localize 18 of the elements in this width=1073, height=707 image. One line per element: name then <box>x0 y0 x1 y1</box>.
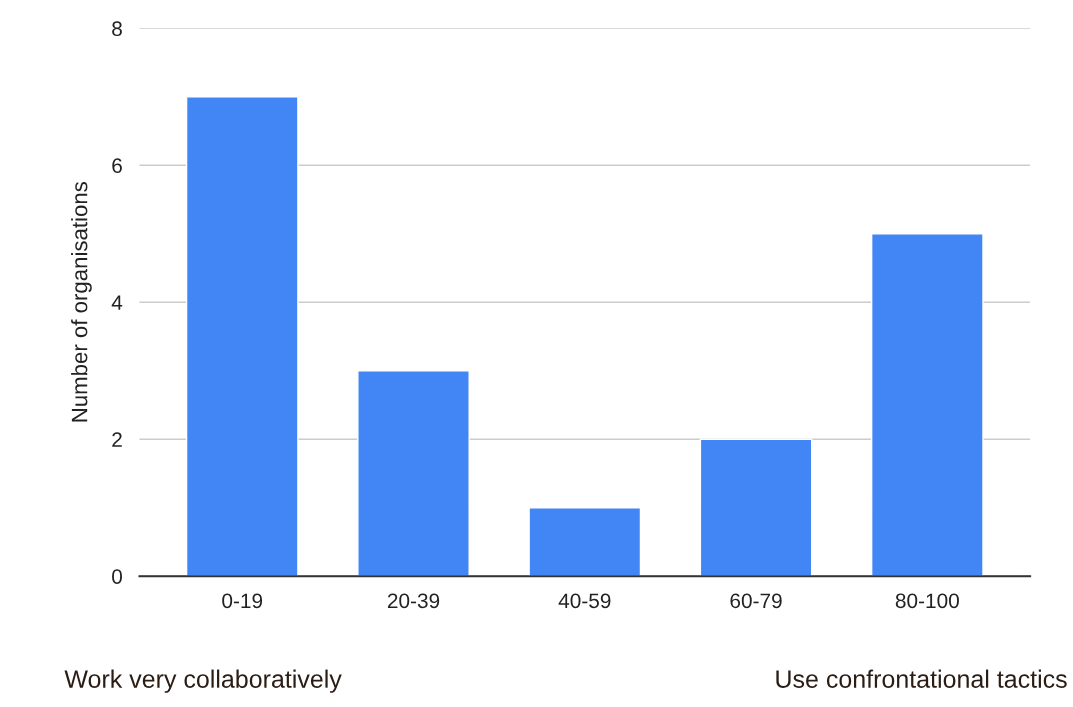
y-tick-label: 6 <box>112 158 122 174</box>
bar <box>185 96 299 577</box>
text: Use confrontational tactics <box>776 669 1067 688</box>
bar <box>699 438 813 577</box>
bar <box>528 507 642 577</box>
y-tick-label: 0 <box>112 569 123 584</box>
x-tick-label: 40-59 <box>558 593 611 609</box>
x-tick-label: 20-39 <box>387 593 440 609</box>
bar <box>357 370 470 577</box>
y-tick-label: 2 <box>112 432 122 447</box>
text: Work very collaboratively <box>64 669 342 693</box>
y-axis-title: Number of organisations <box>71 181 92 422</box>
x-tick-label: 60-79 <box>730 593 782 609</box>
y-tick-label: 4 <box>111 295 123 310</box>
x-tick-label: 80-100 <box>895 593 959 609</box>
y-tick-label: 8 <box>112 21 122 37</box>
bar <box>870 233 984 577</box>
x-tick-label: 0-19 <box>222 593 263 609</box>
